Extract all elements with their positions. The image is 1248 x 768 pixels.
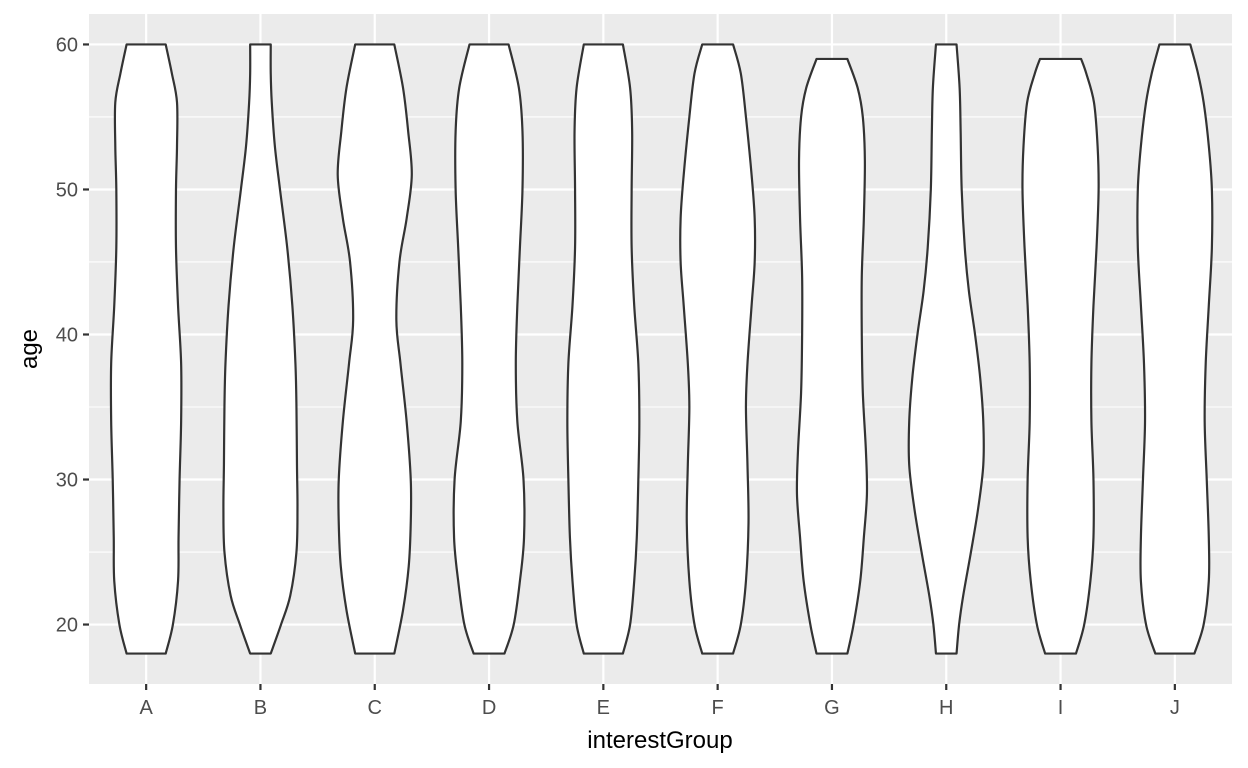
y-tick-label-30: 30	[56, 470, 78, 492]
y-tick-label-20: 20	[56, 615, 78, 637]
violin-J	[1136, 43, 1214, 655]
x-axis: A B C D E F G H I J	[139, 684, 1180, 719]
violin-I	[1021, 57, 1100, 655]
y-axis: 20 30 40 50 60	[56, 34, 89, 637]
x-tick-label-B: B	[254, 697, 267, 719]
violin-A	[109, 43, 183, 655]
x-tick-label-I: I	[1058, 697, 1064, 719]
violin-B	[222, 43, 299, 655]
x-tick-label-E: E	[597, 697, 610, 719]
x-tick-label-C: C	[368, 697, 382, 719]
violin-F	[679, 43, 757, 655]
violin-D	[452, 43, 526, 655]
violins	[109, 43, 1214, 655]
violin-G	[795, 57, 869, 655]
x-tick-label-F: F	[712, 697, 724, 719]
x-tick-label-G: G	[824, 697, 840, 719]
y-tick-label-50: 50	[56, 179, 78, 201]
violin-H	[907, 43, 985, 655]
y-axis-title: age	[16, 329, 43, 369]
violin-E	[566, 43, 641, 655]
x-tick-label-D: D	[482, 697, 496, 719]
x-tick-label-J: J	[1170, 697, 1180, 719]
y-tick-label-60: 60	[56, 34, 78, 56]
y-tick-label-40: 40	[56, 324, 78, 346]
x-axis-title: interestGroup	[587, 727, 732, 754]
x-tick-label-H: H	[939, 697, 953, 719]
x-tick-label-A: A	[139, 697, 153, 719]
violin-C	[336, 43, 413, 655]
